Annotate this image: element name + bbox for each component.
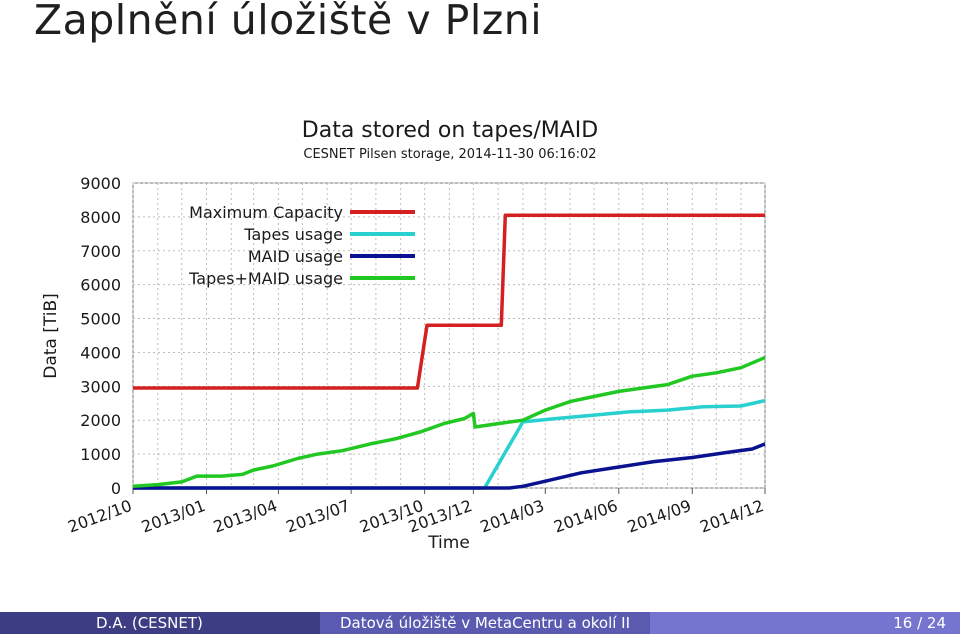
y-tick-label: 2000 [80,411,121,430]
legend-label-3: Tapes+MAID usage [188,269,343,288]
x-tick-label: 2012/10 [65,496,134,537]
x-tick-label: 2013/04 [211,496,280,537]
y-tick-label: 1000 [80,445,121,464]
x-tick-label: 2014/06 [551,496,620,537]
x-axis-label: Time [427,533,470,553]
series-line-0 [133,213,765,390]
y-tick-label: 5000 [80,310,121,329]
x-tick-label: 2014/03 [478,496,547,537]
x-tick-label: 2013/07 [284,496,353,537]
y-axis-label: Data [TiB] [41,293,61,379]
x-tick-label: 2014/12 [697,496,766,537]
y-tick-label: 6000 [80,276,121,295]
y-tick-label: 0 [111,479,121,498]
y-tick-label: 4000 [80,343,121,362]
y-tick-label: 7000 [80,242,121,261]
chart-subtitle: CESNET Pilsen storage, 2014-11-30 06:16:… [303,147,596,162]
series-line-3 [132,355,766,489]
x-tick-label: 2013/01 [139,496,208,537]
y-tick-label: 3000 [80,377,121,396]
y-tick-label: 8000 [80,208,121,227]
legend-label-2: MAID usage [248,247,343,266]
series-line-2 [133,442,766,490]
chart: 0 1000 2000 3000 4000 5000 6000 7000 8000 9000 201… [41,118,766,553]
series-line-1 [133,398,766,490]
footer: D.A. (CESNET) Datová úložiště v MetaCent… [0,612,960,634]
legend-label-1: Tapes usage [243,225,343,244]
legend-label-0: Maximum Capacity [189,203,343,222]
footer-talk-title: Datová úložiště v MetaCentru a okolí II [320,612,650,634]
footer-author: D.A. (CESNET) [0,612,320,634]
chart-title: Data stored on tapes/MAID [302,118,598,143]
footer-page-number: 16 / 24 [650,612,960,634]
x-tick-label: 2014/09 [625,496,694,537]
slide-title: Zaplnění úložiště v Plzni [34,0,543,44]
y-tick-label: 9000 [80,174,121,193]
